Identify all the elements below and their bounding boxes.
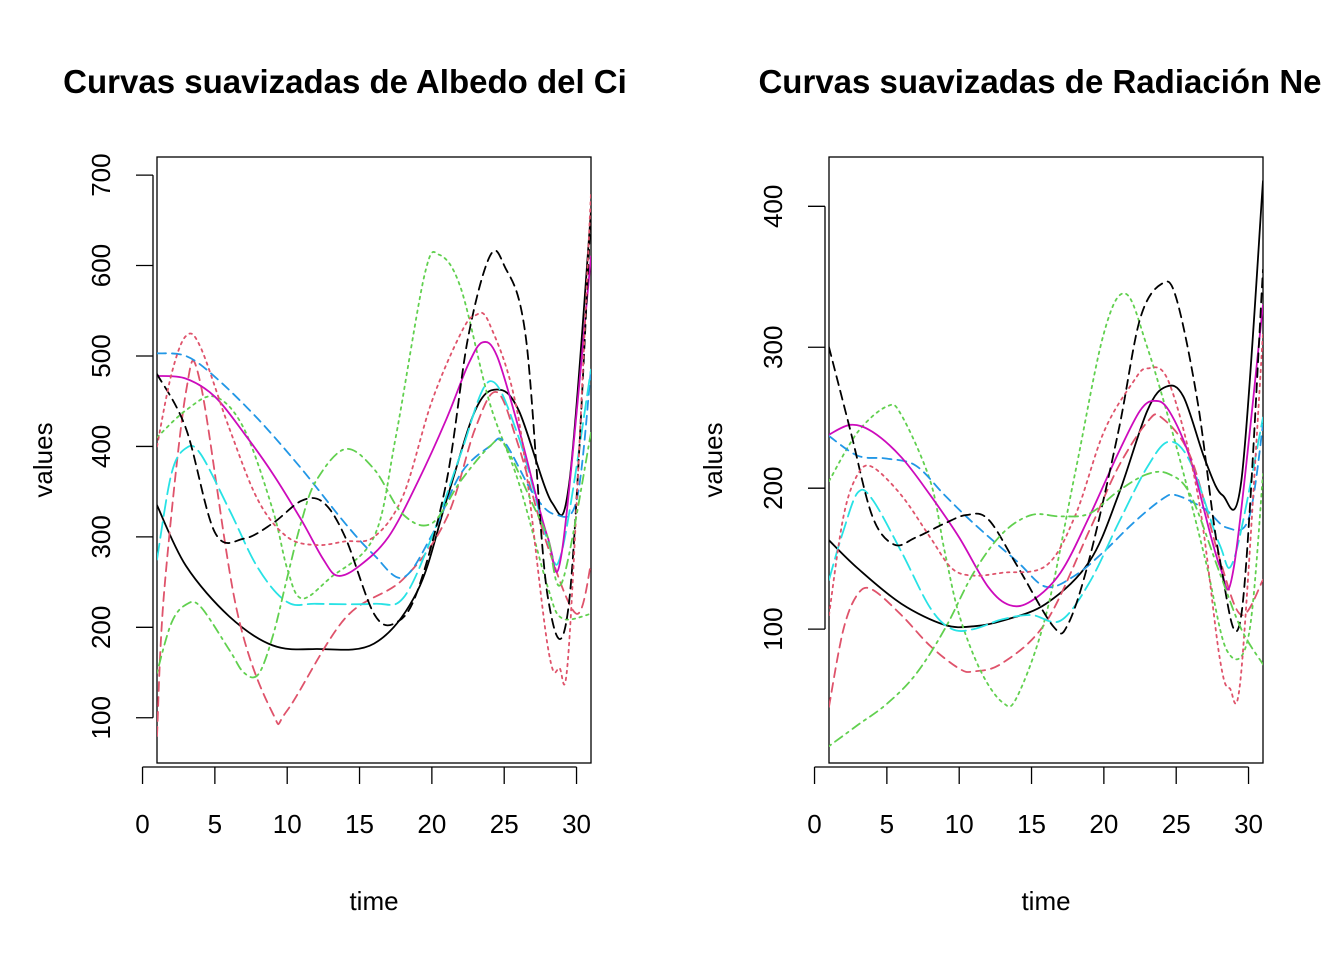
series-line-9 [157, 432, 591, 679]
series-line-6 [829, 304, 1263, 608]
series-line-1 [829, 180, 1263, 629]
plot-frame [828, 156, 1264, 764]
series-line-7 [157, 210, 591, 640]
series-line-9 [829, 470, 1263, 747]
series-line-2 [829, 413, 1263, 708]
x-tick-label: 30 [1234, 809, 1263, 839]
x-tick-label: 0 [135, 809, 149, 839]
y-tick-label: 400 [86, 425, 116, 468]
y-tick-label: 700 [86, 153, 116, 196]
x-tick-label: 0 [807, 809, 821, 839]
y-tick-label: 500 [86, 334, 116, 377]
x-axis-label: time [1021, 886, 1070, 916]
series-line-4 [829, 423, 1263, 589]
y-tick-label: 100 [758, 607, 788, 650]
series-line-3 [829, 292, 1263, 708]
x-tick-label: 25 [490, 809, 519, 839]
x-tick-label: 30 [562, 809, 591, 839]
y-tick-label: 600 [86, 244, 116, 287]
series-line-3 [157, 251, 591, 621]
chart-title: Curvas suavizadas de Albedo del Ci [63, 63, 627, 100]
y-tick-label: 300 [86, 515, 116, 558]
x-tick-label: 20 [417, 809, 446, 839]
x-tick-label: 20 [1089, 809, 1118, 839]
series-line-8 [157, 192, 591, 686]
x-tick-label: 10 [273, 809, 302, 839]
series-line-4 [157, 352, 591, 579]
y-axis-label: values [28, 422, 58, 497]
y-tick-label: 300 [758, 326, 788, 369]
series-line-7 [829, 268, 1263, 635]
series-line-5 [829, 416, 1263, 632]
x-tick-label: 15 [345, 809, 374, 839]
x-tick-label: 5 [208, 809, 222, 839]
x-tick-label: 15 [1017, 809, 1046, 839]
y-tick-label: 200 [86, 606, 116, 649]
y-tick-label: 100 [86, 696, 116, 739]
series-line-1 [157, 210, 591, 651]
x-axis-label: time [349, 886, 398, 916]
series-line-8 [829, 332, 1263, 705]
x-tick-label: 25 [1162, 809, 1191, 839]
chart-panel-1: Curvas suavizadas de Albedo del Ci 0 5 10 15… [28, 63, 627, 916]
chart-panel-2: Curvas suavizadas de Radiación Ne 0 5 10 15 2… [698, 63, 1322, 916]
x-tick-label: 10 [945, 809, 974, 839]
y-axis-label: values [698, 422, 728, 497]
chart-title: Curvas suavizadas de Radiación Ne [758, 63, 1321, 100]
plot-frame [156, 156, 592, 764]
series-line-2 [157, 359, 591, 737]
y-tick-label: 200 [758, 466, 788, 509]
x-tick-label: 5 [880, 809, 894, 839]
y-tick-label: 400 [758, 185, 788, 228]
